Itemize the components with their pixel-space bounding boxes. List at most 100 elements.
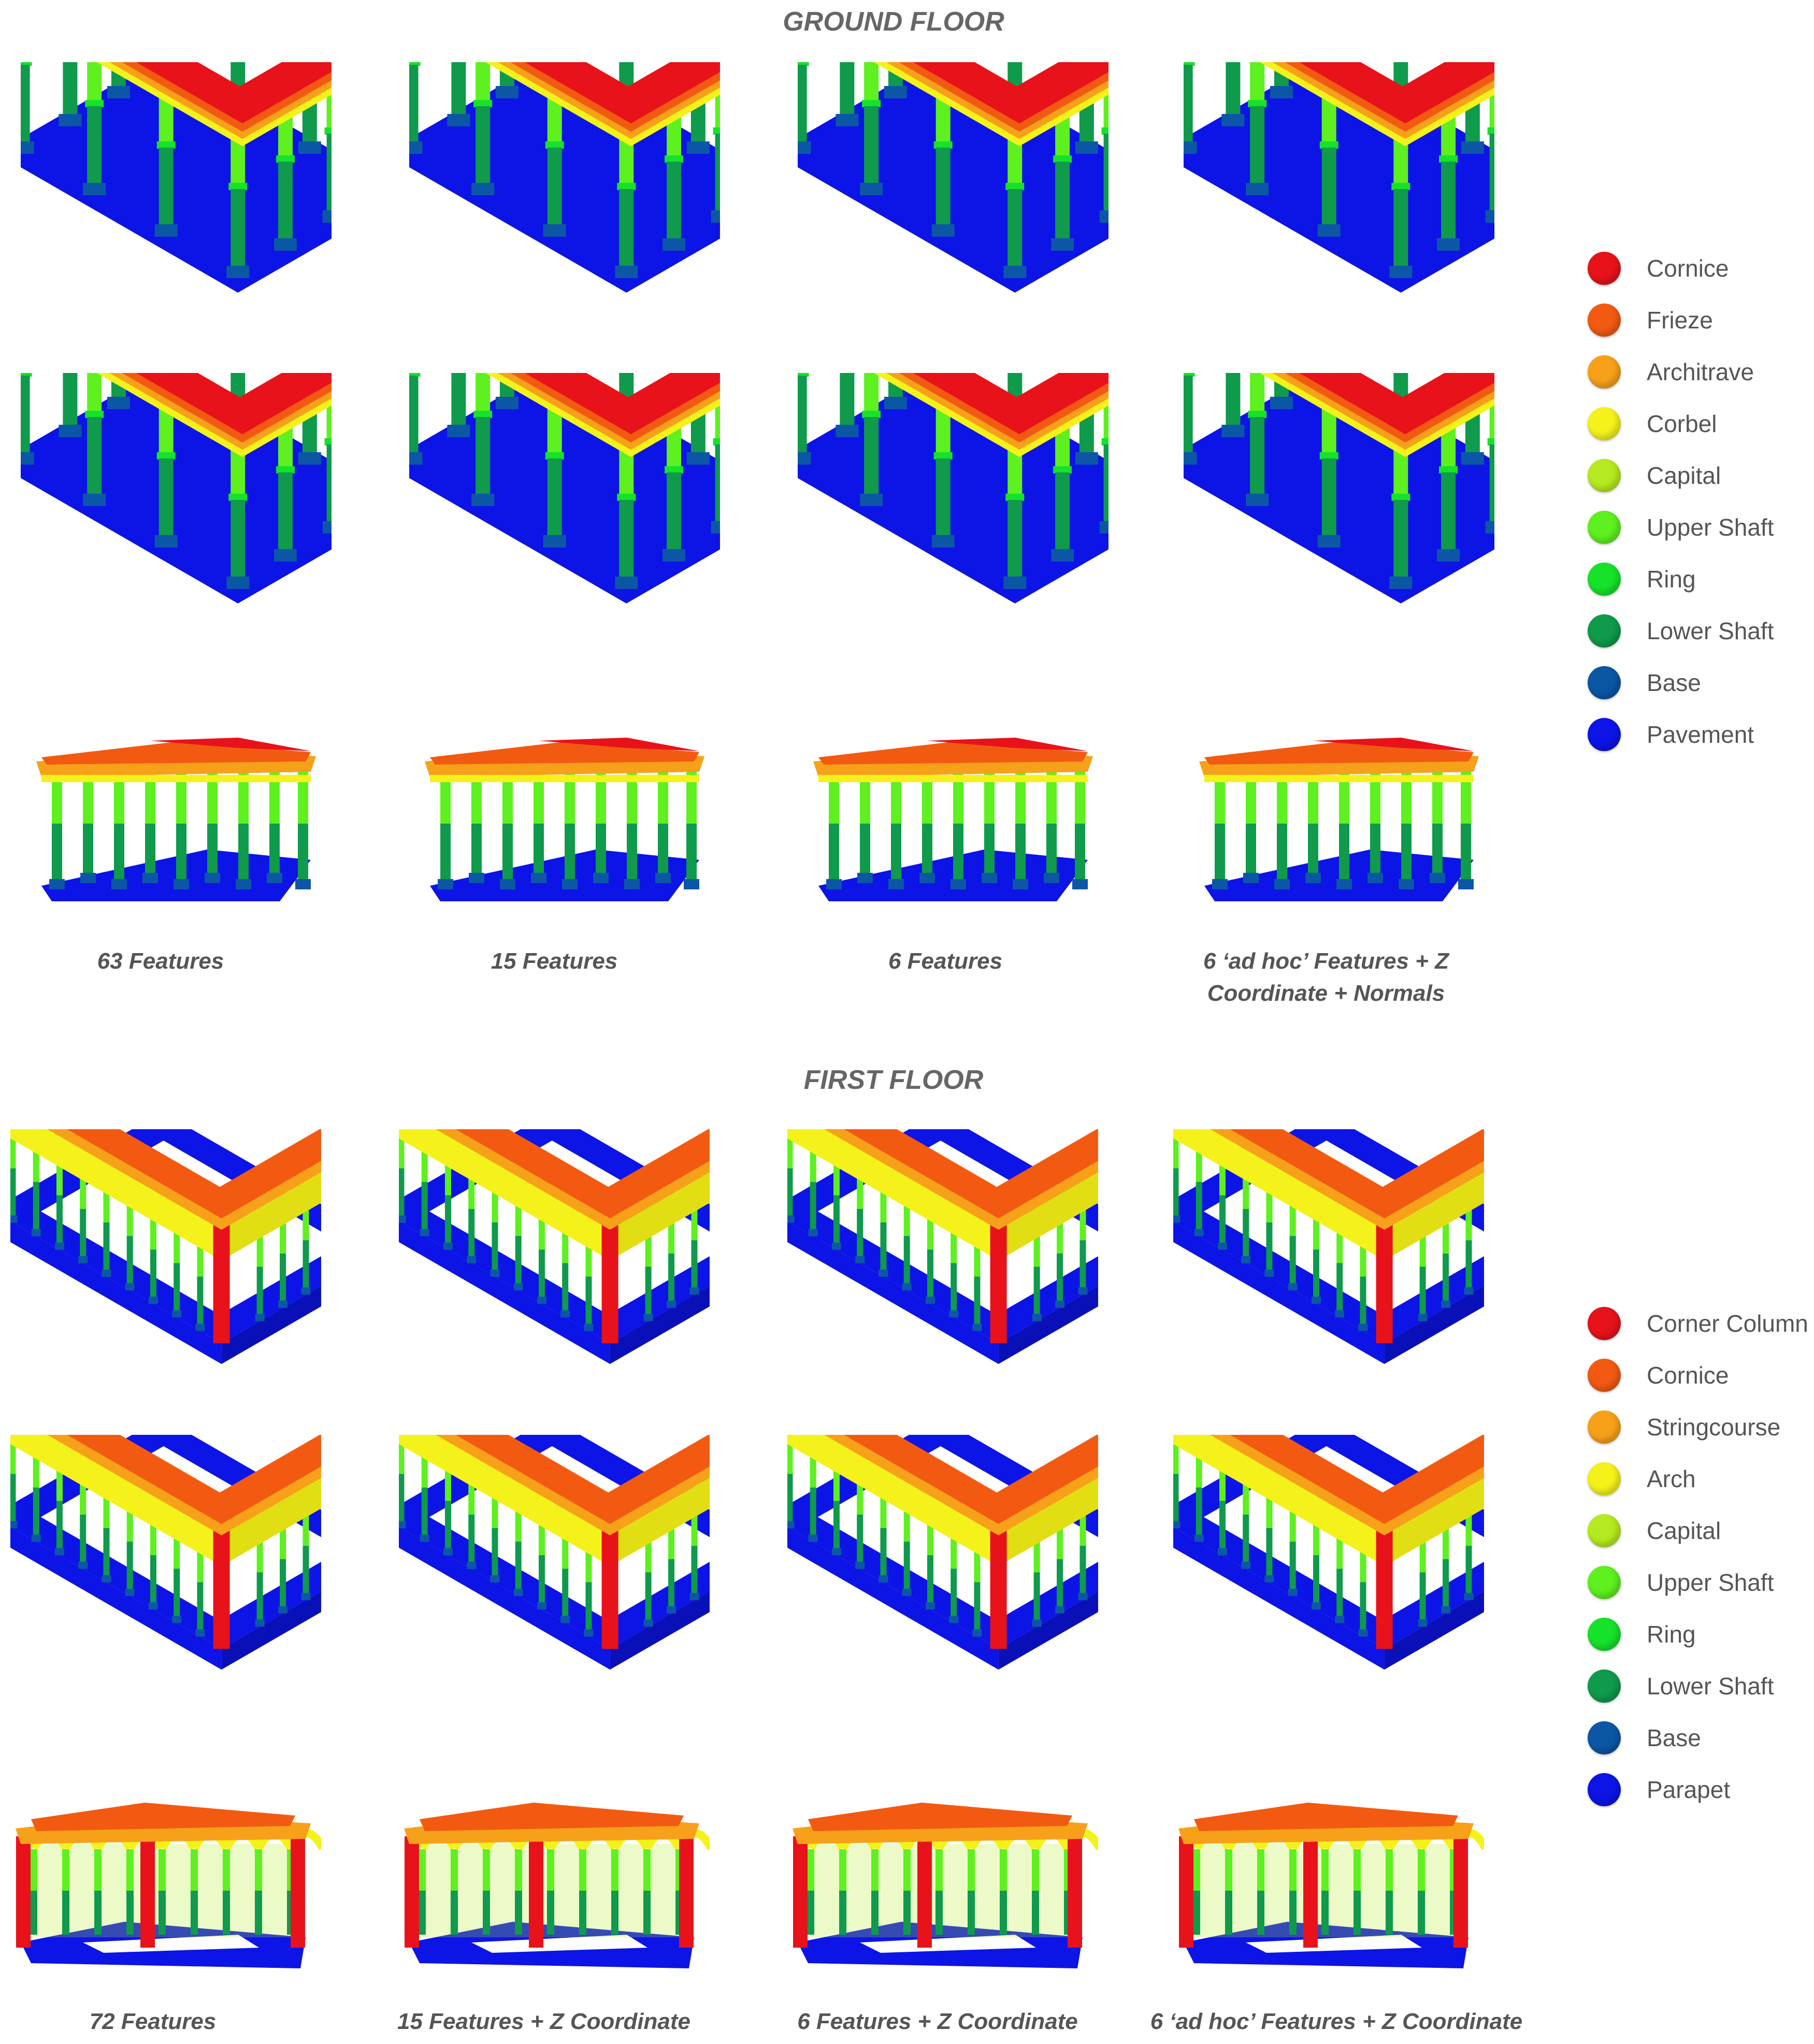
parapet bbox=[787, 1221, 999, 1364]
column bbox=[611, 1829, 651, 1935]
corner-column bbox=[917, 1836, 932, 1948]
first-floor-legend-swatch bbox=[1588, 1566, 1621, 1599]
first-floor-model-row1-col3 bbox=[787, 1129, 1150, 1399]
corner-column bbox=[16, 1836, 31, 1948]
first-floor-legend-item: Ring bbox=[1588, 1608, 1808, 1660]
ground-floor-model-row2-col3 bbox=[798, 373, 1160, 642]
cornice bbox=[927, 738, 1088, 751]
corner-column bbox=[140, 1836, 155, 1948]
courtyard-void bbox=[471, 1935, 647, 1953]
point-cloud-render bbox=[399, 1129, 710, 1364]
arch-band bbox=[610, 1477, 710, 1566]
arch-band bbox=[221, 1477, 321, 1566]
ground-floor-model-row1-col4 bbox=[1184, 62, 1546, 332]
first-floor-model-row2-col4 bbox=[1173, 1435, 1536, 1704]
column bbox=[826, 767, 842, 889]
ground-floor-model-row3-col4 bbox=[1184, 730, 1546, 917]
ground-floor-legend-swatch bbox=[1588, 666, 1621, 699]
corbel-band bbox=[430, 775, 699, 782]
entablature-layer bbox=[913, 373, 1108, 435]
arch-band bbox=[221, 1172, 321, 1261]
parapet bbox=[610, 1591, 710, 1670]
first-floor-legend-label: Ring bbox=[1647, 1621, 1696, 1648]
cornice bbox=[150, 738, 311, 751]
first-floor-title: FIRST FLOOR bbox=[803, 1065, 984, 1095]
corner-column bbox=[990, 1219, 1007, 1344]
ground-floor-legend-swatch bbox=[1588, 355, 1621, 388]
ground-floor-model-row2-col1 bbox=[21, 373, 383, 642]
first-floor-legend-label: Corner Column bbox=[1647, 1310, 1808, 1337]
point-cloud-render bbox=[36, 738, 316, 901]
cornice bbox=[539, 738, 699, 751]
point-cloud-render bbox=[1178, 1803, 1484, 1968]
ground-floor-legend-item: Frieze bbox=[1588, 294, 1774, 346]
first-floor-legend-item: Arch bbox=[1588, 1453, 1808, 1505]
parapet bbox=[998, 1286, 1098, 1364]
cornice bbox=[808, 1803, 1072, 1831]
corner-column bbox=[679, 1836, 694, 1948]
first-floor-legend-label: Base bbox=[1647, 1724, 1701, 1751]
first-floor-legend-swatch bbox=[1588, 1359, 1621, 1392]
column bbox=[438, 767, 453, 889]
corner-column bbox=[1068, 1836, 1082, 1948]
column bbox=[10, 1435, 18, 1529]
entablature-layer bbox=[1299, 62, 1494, 124]
point-cloud-render bbox=[404, 1803, 710, 1968]
column bbox=[471, 62, 495, 195]
first-floor-legend-item: Parapet bbox=[1588, 1764, 1808, 1816]
column bbox=[798, 373, 811, 465]
point-cloud-render bbox=[1173, 1129, 1484, 1364]
column bbox=[1013, 767, 1028, 889]
ground-floor-legend-label: Lower Shaft bbox=[1647, 617, 1774, 644]
column bbox=[798, 62, 811, 154]
column bbox=[787, 1129, 795, 1223]
parapet bbox=[221, 1286, 321, 1364]
first-floor-model-row1-col1 bbox=[10, 1129, 373, 1399]
corbel-band bbox=[818, 775, 1088, 782]
arch-band bbox=[787, 1129, 999, 1261]
first-floor-legend-label: Upper Shaft bbox=[1647, 1569, 1774, 1596]
ground-floor-legend-item: Lower Shaft bbox=[1588, 605, 1774, 657]
ground-floor-legend-swatch bbox=[1588, 459, 1621, 492]
ground-floor-legend-label: Capital bbox=[1647, 462, 1721, 489]
point-cloud-render bbox=[1173, 1435, 1484, 1670]
column bbox=[409, 373, 423, 465]
corner-column bbox=[529, 1836, 543, 1948]
column bbox=[1246, 62, 1269, 195]
parapet bbox=[1384, 1286, 1484, 1364]
column bbox=[888, 767, 904, 889]
arch-band bbox=[10, 1435, 222, 1566]
column bbox=[59, 373, 82, 437]
cornice bbox=[31, 1803, 295, 1831]
arch-band bbox=[1384, 1172, 1484, 1261]
column bbox=[857, 767, 873, 883]
column bbox=[1246, 373, 1269, 506]
corbel-band bbox=[1204, 775, 1474, 782]
cornice bbox=[455, 1435, 710, 1524]
first-floor-legend-item: Lower Shaft bbox=[1588, 1660, 1808, 1712]
column bbox=[21, 62, 34, 154]
corner-column bbox=[1376, 1524, 1393, 1649]
column bbox=[1221, 62, 1245, 126]
column bbox=[471, 373, 495, 506]
column bbox=[1173, 1129, 1180, 1223]
ground-floor-legend-swatch bbox=[1588, 252, 1621, 285]
ground-floor-model-row3-col2 bbox=[409, 730, 772, 917]
corner-column bbox=[990, 1524, 1007, 1649]
corner-column bbox=[291, 1836, 305, 1948]
arch-band bbox=[998, 1172, 1098, 1261]
first-floor-legend-swatch bbox=[1588, 1307, 1621, 1340]
ground-floor-legend-item: Upper Shaft bbox=[1588, 501, 1774, 553]
ground-floor-legend-swatch bbox=[1588, 407, 1621, 440]
first-floor-legend-swatch bbox=[1588, 1462, 1621, 1495]
first-floor-legend-swatch bbox=[1588, 1514, 1621, 1547]
ground-floor-legend-label: Corbel bbox=[1647, 410, 1717, 437]
column bbox=[83, 373, 106, 506]
cornice bbox=[844, 1435, 1098, 1524]
ground-floor-legend-item: Base bbox=[1588, 657, 1774, 709]
arch-band bbox=[998, 1477, 1098, 1566]
corner-column bbox=[1453, 1836, 1468, 1948]
parapet bbox=[998, 1591, 1098, 1670]
first-floor-model-row2-col3 bbox=[787, 1435, 1150, 1704]
ground-floor-model-row2-col2 bbox=[409, 373, 772, 642]
